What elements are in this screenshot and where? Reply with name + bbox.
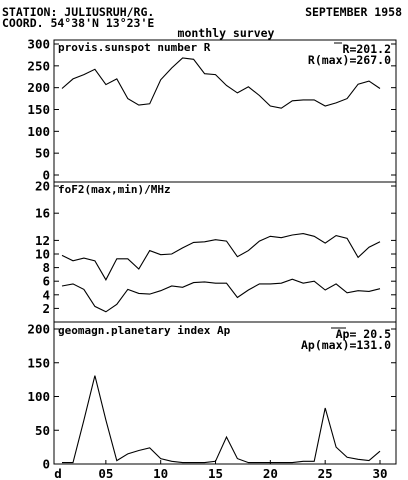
fof2-panel-title: foF2(max,min)/MHz — [58, 183, 171, 196]
sunspot-ytick-label: 100 — [27, 124, 50, 139]
x-tick-label: 20 — [263, 466, 278, 480]
sunspot-panel: provis.sunspot number R R=201.2 R(max)=2… — [27, 37, 397, 183]
sunspot-y-ticks: 0 50 100 150 200 250 300 — [27, 37, 396, 183]
fof2-series-line-1 — [61, 278, 381, 313]
sunspot-series — [61, 57, 381, 109]
ap-series-line-0 — [62, 375, 381, 464]
fof2-ytick-label: 16 — [35, 206, 50, 221]
station-label: STATION: JULIUSRUH/RG. — [2, 5, 154, 19]
x-tick-label: 25 — [318, 466, 333, 480]
ap-y-ticks: 0 50 100 150 200 — [27, 322, 396, 472]
ap-ytick-label: 0 — [42, 457, 50, 472]
x-tick-label: 15 — [208, 466, 223, 480]
fof2-panel-frame — [53, 181, 397, 323]
ap-max-stat: Ap(max)=131.0 — [301, 338, 391, 352]
fof2-ytick-label: 6 — [42, 274, 50, 289]
sunspot-ytick-label: 250 — [27, 58, 50, 73]
ap-panel: geomagn.planetary index Ap Ap= 20.5 Ap(m… — [27, 321, 397, 480]
survey-label: monthly survey — [178, 26, 275, 40]
ap-mean-stat: Ap= 20.5 — [336, 327, 391, 341]
month-label: SEPTEMBER 1958 — [305, 5, 402, 19]
x-tick-label: d — [54, 466, 62, 480]
x-tick-label: 05 — [98, 466, 113, 480]
ap-panel-title: geomagn.planetary index Ap — [58, 324, 231, 337]
sunspot-mean-stat: R=201.2 — [343, 42, 391, 56]
x-tick-label: 10 — [153, 466, 168, 480]
fof2-series — [61, 233, 381, 313]
sunspot-panel-title: provis.sunspot number R — [58, 41, 211, 54]
sunspot-max-stat: R(max)=267.0 — [308, 53, 391, 67]
ap-ytick-label: 50 — [35, 423, 50, 438]
sunspot-ytick-label: 0 — [42, 168, 50, 183]
ap-ytick-label: 100 — [27, 389, 50, 404]
fof2-ytick-label: 10 — [35, 247, 50, 262]
fof2-ytick-label: 12 — [35, 233, 50, 248]
fof2-ytick-label: 4 — [42, 287, 50, 302]
x-axis-ticks: d 05 10 15 20 25 30 — [54, 460, 388, 480]
ap-series — [62, 375, 381, 464]
fof2-series-line-0 — [61, 233, 381, 281]
ap-panel-frame — [53, 321, 397, 465]
fof2-ytick-label: 20 — [35, 179, 50, 194]
sunspot-ytick-label: 50 — [35, 146, 50, 161]
ap-ytick-label: 200 — [27, 322, 50, 337]
x-tick-label: 30 — [372, 466, 387, 480]
sunspot-ytick-label: 300 — [27, 37, 50, 52]
ap-ytick-label: 150 — [27, 355, 50, 370]
sunspot-series-line-0 — [61, 57, 381, 109]
coordinates-label: COORD. 54°38'N 13°23'E — [2, 16, 154, 30]
fof2-ytick-label: 8 — [42, 260, 50, 275]
sunspot-ytick-label: 150 — [27, 102, 50, 117]
sunspot-ytick-label: 200 — [27, 80, 50, 95]
fof2-ytick-label: 2 — [42, 301, 50, 316]
